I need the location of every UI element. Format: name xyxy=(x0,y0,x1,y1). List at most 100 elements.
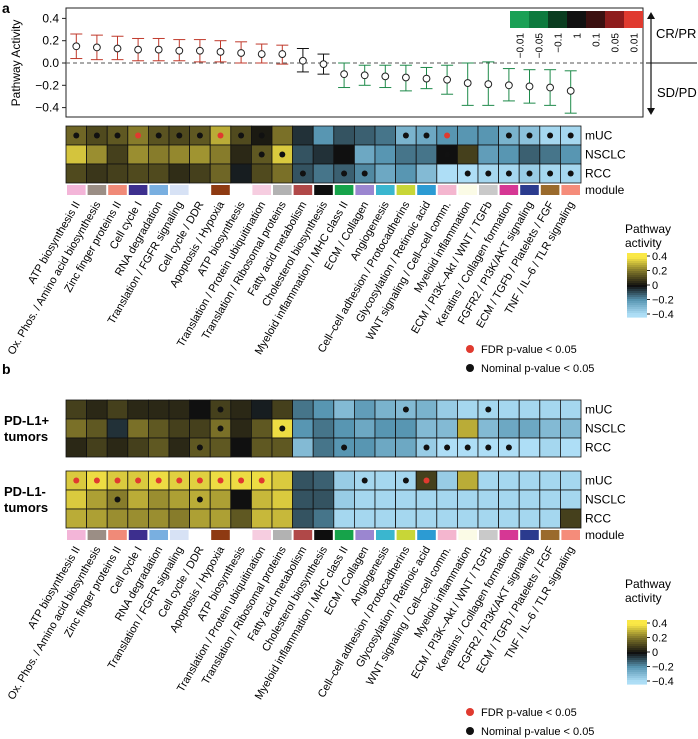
legend-nominal-dot xyxy=(466,364,474,372)
heatmap-cell xyxy=(395,418,417,439)
heatmap-cell xyxy=(65,437,88,458)
heatmap-cell xyxy=(271,437,294,458)
legend-gradient-step xyxy=(627,672,647,675)
mean-point xyxy=(546,83,554,92)
heatmap-cell xyxy=(292,470,314,491)
heatmap-cell xyxy=(147,163,170,184)
module-swatch xyxy=(520,185,539,195)
mean-point xyxy=(175,46,184,55)
heatmap-cell xyxy=(333,508,355,529)
legend-tick-label: 0.2 xyxy=(652,266,667,278)
group-label-positive-2: tumors xyxy=(4,429,48,444)
heatmap-cell xyxy=(560,508,582,529)
heatmap-cell xyxy=(498,508,520,529)
module-swatch xyxy=(355,185,374,195)
module-swatch xyxy=(231,185,251,195)
heatmap-cell xyxy=(353,125,376,146)
heatmap-cell xyxy=(230,399,252,420)
heatmap-cell xyxy=(189,508,211,529)
legend-gradient-step xyxy=(627,622,647,625)
legend-gradient-step xyxy=(627,664,647,667)
heatmap-cell xyxy=(539,508,561,529)
heatmap-cell xyxy=(333,125,355,146)
fdr-dot xyxy=(423,477,430,484)
response-label-bottom: SD/PD xyxy=(657,85,697,100)
heatmap-cell xyxy=(395,508,417,529)
legend-gradient-step xyxy=(627,668,647,671)
mean-point xyxy=(216,47,225,56)
heatmap-cell xyxy=(518,418,541,439)
heatmap-cell xyxy=(477,418,500,439)
legend-title-line2: activity xyxy=(625,236,662,250)
legend-gradient-step xyxy=(627,261,647,264)
module-swatch xyxy=(334,185,354,195)
fdr-dot xyxy=(444,132,451,139)
mean-point xyxy=(360,71,369,80)
heatmap-cell xyxy=(456,144,479,165)
legend-gradient-step xyxy=(627,279,647,282)
module-swatch xyxy=(396,530,416,540)
module-swatch xyxy=(479,185,498,195)
nominal-dot xyxy=(485,170,492,177)
heatmap-cell xyxy=(209,437,232,458)
module-swatch xyxy=(540,185,560,195)
fdr-dot xyxy=(155,477,162,484)
row-label-muc: mUC xyxy=(585,474,613,488)
heatmap-cell xyxy=(86,489,108,510)
nominal-dot xyxy=(361,170,368,177)
legend-gradient-step xyxy=(627,269,647,272)
heatmap-cell xyxy=(312,144,335,165)
legend-gradient-step xyxy=(627,660,647,663)
pvalue-key-label: −0.1 xyxy=(554,33,565,53)
pvalue-key-swatch xyxy=(529,11,548,28)
heatmap-cell xyxy=(333,399,355,420)
heatmap-cell xyxy=(518,437,541,458)
heatmap-cell xyxy=(147,489,170,510)
nominal-dot xyxy=(238,132,245,139)
heatmap-cell xyxy=(539,437,561,458)
heatmap-cell xyxy=(147,437,170,458)
nominal-dot xyxy=(279,425,286,432)
nominal-dot xyxy=(73,132,80,139)
heatmap-cell xyxy=(456,508,479,529)
heatmap-pdl1-negative: mUC NSCLC RCC module xyxy=(65,470,626,542)
pvalue-key-swatch xyxy=(605,11,624,28)
heatmap-cell xyxy=(168,399,191,420)
nominal-dot xyxy=(217,406,224,413)
y-tick-label: 0.4 xyxy=(42,11,59,25)
pvalue-key-label: −0.01 xyxy=(516,33,527,59)
legend-gradient-step xyxy=(627,656,647,659)
module-swatch xyxy=(252,185,271,195)
legend-gradient-step xyxy=(627,650,647,653)
heatmap-cell xyxy=(147,418,170,439)
module-swatch xyxy=(499,185,519,195)
heatmap-cell xyxy=(312,508,335,529)
nominal-dot xyxy=(526,170,533,177)
module-swatch xyxy=(190,185,210,195)
legend-gradient-step xyxy=(627,285,647,288)
heatmap-cell xyxy=(86,144,108,165)
heatmap-cell xyxy=(415,163,438,184)
legend-gradient-step xyxy=(627,289,647,292)
heatmap-cell xyxy=(127,163,149,184)
panel-label-b: b xyxy=(2,361,11,377)
nominal-dot xyxy=(444,151,451,158)
legend-gradient-step xyxy=(627,626,647,629)
legend-nominal-label: Nominal p-value < 0.05 xyxy=(481,726,594,738)
row-label-nsclc: NSCLC xyxy=(585,148,626,162)
heatmap-cell xyxy=(353,144,376,165)
legend-gradient-step xyxy=(627,295,647,298)
heatmap-cell xyxy=(312,418,335,439)
module-swatch xyxy=(479,530,498,540)
legend-gradient-step xyxy=(627,307,647,310)
legend-gradient-step xyxy=(627,287,647,290)
heatmap-cell xyxy=(271,163,294,184)
legend-gradient-step xyxy=(627,678,647,681)
heatmap-panel-a: mUC NSCLC RCC module xyxy=(65,125,626,197)
heatmap-cell xyxy=(168,437,191,458)
heatmap-cell xyxy=(353,399,376,420)
module-swatch xyxy=(561,185,580,195)
heatmap-cell xyxy=(353,508,376,529)
legend-gradient-step xyxy=(627,648,647,651)
